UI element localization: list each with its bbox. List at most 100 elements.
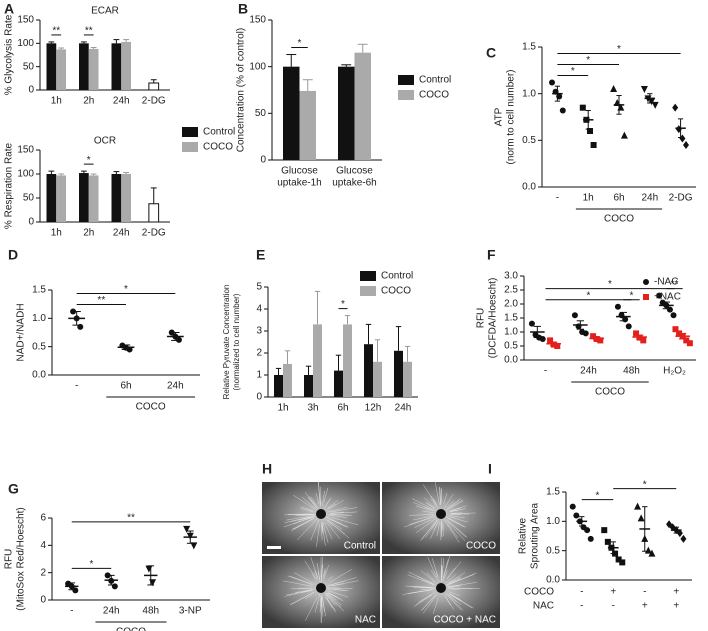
point xyxy=(111,583,118,590)
sprout xyxy=(322,597,326,617)
sprout xyxy=(321,594,323,608)
panel-letter: E xyxy=(256,247,265,263)
group-label: COCO xyxy=(595,387,625,398)
y-axis-label: (norm to cell number) xyxy=(506,69,517,164)
sprout xyxy=(307,496,318,509)
sprout xyxy=(402,589,434,595)
point xyxy=(683,337,690,344)
sprout xyxy=(446,499,463,511)
micrograph-label: COCO + NAC xyxy=(433,615,496,626)
y-tick-label: 2 xyxy=(256,348,262,359)
y-tick-label: 100 xyxy=(249,61,266,72)
significance-label: ** xyxy=(671,279,679,290)
x-tick-label: 24h xyxy=(641,193,658,204)
sprout xyxy=(305,597,317,621)
sprout xyxy=(304,560,318,581)
sprout xyxy=(415,505,432,511)
x-tick-label: H₂O₂ xyxy=(663,366,686,377)
x-tick-label: 24h xyxy=(113,96,130,107)
sprout xyxy=(321,522,323,541)
sprout xyxy=(328,514,347,518)
y-tick-label: 0 xyxy=(256,392,262,403)
legend-swatch xyxy=(398,90,414,100)
panel-letter: D xyxy=(8,247,18,263)
bar xyxy=(121,174,131,222)
sprout xyxy=(445,593,462,611)
point xyxy=(614,303,621,310)
sprout xyxy=(426,572,435,581)
bar xyxy=(283,66,300,160)
legend-label: Control xyxy=(381,271,413,282)
significance-label: * xyxy=(643,479,647,490)
point xyxy=(651,101,659,109)
sprout xyxy=(295,514,315,516)
bar xyxy=(148,82,160,91)
sprout xyxy=(446,520,466,541)
group-label: COCO xyxy=(136,402,166,413)
sprout xyxy=(293,519,313,530)
point xyxy=(634,502,642,510)
bar xyxy=(313,324,322,397)
sprout xyxy=(424,506,431,510)
point xyxy=(656,292,663,299)
significance-label: * xyxy=(298,38,302,49)
sprout xyxy=(408,571,435,585)
significance-label: ** xyxy=(97,295,105,306)
sprout xyxy=(448,576,461,584)
condition-value: + xyxy=(673,587,679,598)
sprout xyxy=(422,484,436,504)
x-tick-label: uptake-1h xyxy=(277,178,321,189)
significance-label: * xyxy=(341,299,345,310)
point xyxy=(587,535,594,542)
bar xyxy=(56,175,66,222)
sprout xyxy=(329,569,352,583)
x-tick-label: Glucose xyxy=(281,166,318,177)
sprout xyxy=(448,585,461,588)
condition-value: + xyxy=(610,587,616,598)
y-axis-label: Relative Pyruvate Concentration xyxy=(222,285,231,400)
sprout xyxy=(415,518,436,533)
sprout xyxy=(448,521,467,538)
x-tick-label: 2-DG xyxy=(669,193,693,204)
sprout xyxy=(324,594,336,611)
sprout xyxy=(310,496,318,508)
significance-label: * xyxy=(630,290,634,301)
bar xyxy=(338,66,355,160)
x-tick-label: 3h xyxy=(307,403,318,414)
y-axis-label: (DCFDA/Hoescht) xyxy=(488,278,499,359)
point xyxy=(620,131,628,139)
y-tick-label: 0 xyxy=(260,155,266,166)
sprout xyxy=(450,512,463,514)
bar xyxy=(373,361,382,397)
panel-letter: G xyxy=(8,481,19,497)
point xyxy=(573,512,580,519)
sprout xyxy=(328,592,337,598)
sprout xyxy=(323,565,329,581)
point xyxy=(584,527,591,534)
bead xyxy=(436,583,446,593)
y-tick-label: 2 xyxy=(40,567,46,578)
sprout xyxy=(325,594,336,606)
sprout xyxy=(326,516,341,525)
y-tick-label: 3 xyxy=(256,326,262,337)
bar xyxy=(403,361,412,397)
sprout xyxy=(321,524,323,533)
sprout xyxy=(449,572,477,585)
y-tick-label: 2.0 xyxy=(504,299,518,310)
x-tick-label: 24h xyxy=(113,228,130,239)
bar xyxy=(304,375,313,397)
point xyxy=(648,549,656,557)
sprout xyxy=(329,521,345,535)
legend-label: Control xyxy=(203,127,235,138)
significance-label: * xyxy=(90,559,94,570)
sprout xyxy=(321,491,325,507)
sprout xyxy=(439,487,441,505)
panel-letter: I xyxy=(488,461,492,477)
panel-letter: A xyxy=(4,1,14,17)
y-tick-label: 0.5 xyxy=(522,135,536,146)
y-tick-label: 1 xyxy=(256,370,262,381)
sprout xyxy=(449,594,473,609)
x-tick-label: 2-DG xyxy=(142,228,166,239)
